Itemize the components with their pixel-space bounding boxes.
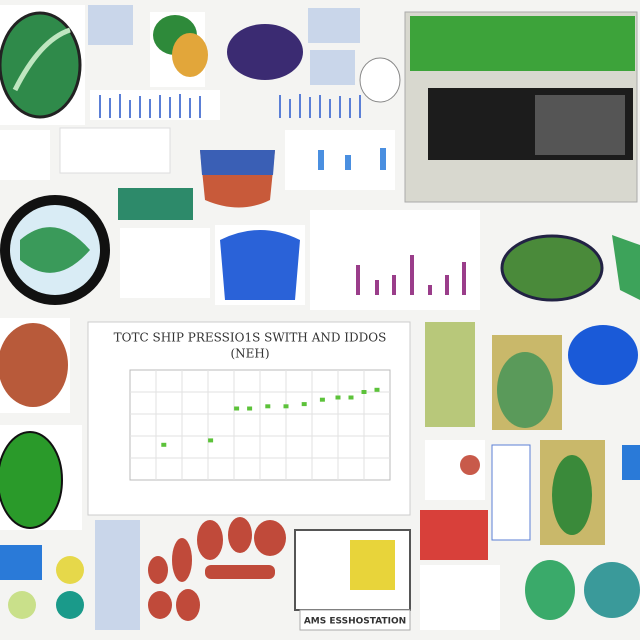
point — [234, 406, 240, 411]
shape — [622, 445, 640, 480]
tile — [59, 127, 171, 174]
shape — [118, 188, 193, 220]
thumb — [308, 8, 360, 43]
thumb — [88, 5, 133, 45]
shape — [56, 591, 84, 619]
shape — [497, 352, 553, 428]
monitor-band — [410, 16, 635, 71]
shape — [0, 431, 63, 529]
tile — [491, 444, 531, 541]
point — [301, 402, 307, 407]
point — [208, 438, 214, 443]
shape — [568, 325, 638, 385]
shape — [584, 562, 640, 618]
point — [161, 442, 167, 447]
point — [348, 395, 354, 400]
leaf-image — [0, 11, 82, 119]
bar-strip — [356, 255, 466, 295]
shape — [20, 227, 90, 273]
strip — [90, 90, 220, 120]
shape — [220, 230, 300, 300]
shape — [350, 540, 395, 590]
point — [335, 395, 341, 400]
shape — [56, 556, 84, 584]
shape — [500, 234, 604, 302]
thumb — [310, 50, 355, 85]
shape — [612, 235, 640, 300]
chart-title: TOTC SHIP PRESSIO1S SWITH AND IDDOS — [114, 331, 387, 345]
point — [247, 406, 253, 411]
circle — [359, 57, 401, 103]
shape — [420, 510, 488, 560]
bar-strip — [318, 148, 386, 170]
blobs — [148, 517, 286, 621]
shape — [0, 323, 68, 407]
shape — [172, 33, 208, 77]
point — [265, 404, 271, 409]
bar-strip — [99, 94, 361, 118]
leaf-vein — [12, 27, 71, 92]
point — [319, 397, 325, 402]
caption: AMS ESSHOSTATION — [304, 617, 406, 627]
shape — [200, 150, 275, 175]
monitor-panel — [535, 95, 625, 155]
shape — [460, 455, 480, 475]
tile — [120, 228, 210, 298]
tile — [420, 565, 500, 630]
shape — [8, 591, 36, 619]
shape — [552, 455, 592, 535]
chart-subtitle: (NEH) — [230, 347, 269, 361]
point — [283, 404, 289, 409]
caption-box — [299, 609, 411, 631]
tile — [95, 520, 140, 630]
shape — [525, 560, 575, 620]
shape — [425, 322, 475, 427]
point — [374, 387, 380, 392]
shape — [0, 545, 42, 580]
point — [361, 390, 367, 394]
tile — [0, 130, 50, 180]
tile — [285, 130, 395, 190]
plot — [129, 369, 391, 481]
shape — [227, 24, 303, 80]
